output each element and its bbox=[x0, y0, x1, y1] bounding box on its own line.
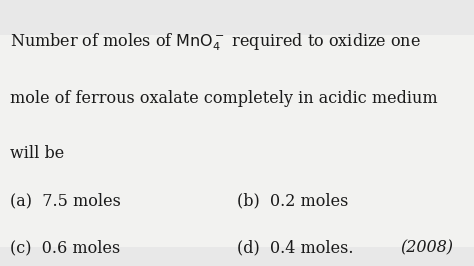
Text: (2008): (2008) bbox=[401, 239, 454, 256]
Text: (b)  0.2 moles: (b) 0.2 moles bbox=[237, 193, 348, 210]
Text: (d)  0.4 moles.: (d) 0.4 moles. bbox=[237, 239, 354, 256]
Text: (c)  0.6 moles: (c) 0.6 moles bbox=[10, 239, 121, 256]
Text: (a)  7.5 moles: (a) 7.5 moles bbox=[10, 193, 121, 210]
Text: mole of ferrous oxalate completely in acidic medium: mole of ferrous oxalate completely in ac… bbox=[10, 90, 438, 107]
Bar bbox=[0, 35, 474, 247]
Text: Number of moles of $\mathrm{MnO_4^-}$ required to oxidize one: Number of moles of $\mathrm{MnO_4^-}$ re… bbox=[10, 32, 421, 53]
Text: will be: will be bbox=[10, 145, 64, 162]
